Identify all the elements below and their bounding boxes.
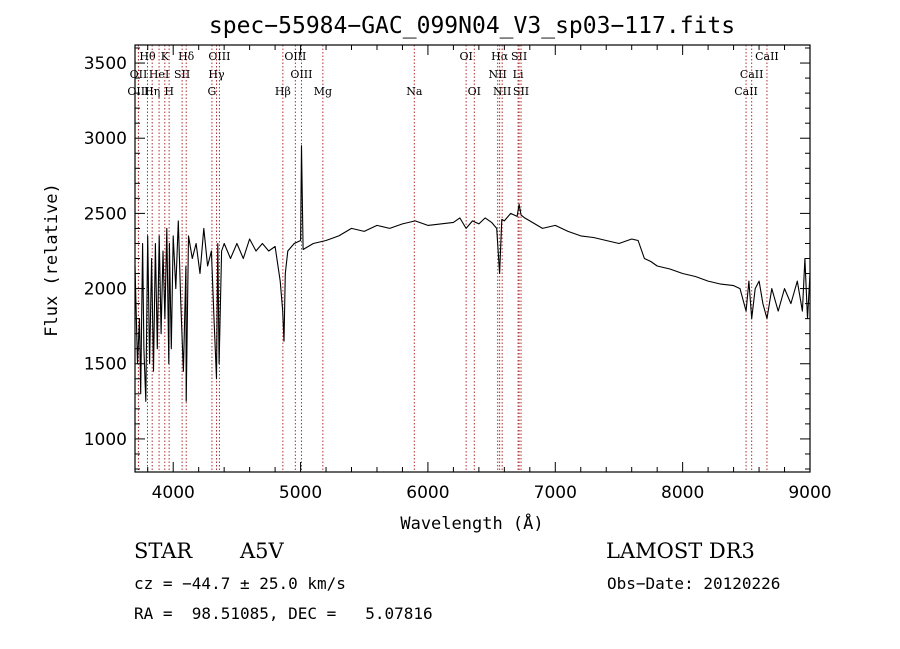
y-tick-label-1000: 1000 [84,430,127,450]
line-label-3: OIII [208,50,230,63]
line-label-13: OIII [290,68,312,81]
line-label-7: SII [511,50,527,63]
line-label-27: CaII [734,85,758,98]
observation-date: Obs−Date: 20120226 [607,574,781,593]
y-tick-label-3000: 3000 [84,129,127,149]
line-label-25: NII [493,85,511,98]
flux-series-line [134,145,811,402]
x-tick-label-5000: 5000 [279,483,322,503]
y-tick-label-2500: 2500 [84,204,127,224]
redshift-velocity: cz = −44.7 ± 25.0 km/s [134,574,346,593]
x-tick-label-7000: 7000 [534,483,577,503]
y-axis-label: Flux (relative) [42,183,62,337]
x-tick-label-9000: 9000 [788,483,831,503]
line-label-4: OIII [284,50,306,63]
object-subclass: A5V [240,539,284,563]
chart-title: spec−55984−GAC_099N04_V3_sp03−117.fits [209,13,735,39]
line-label-1: K [161,50,170,63]
y-tick-label-3500: 3500 [84,54,127,74]
line-label-20: G [208,85,217,98]
line-label-24: OI [468,85,481,98]
x-tick-label-4000: 4000 [152,483,195,503]
line-label-16: CaII [740,68,764,81]
y-tick-label-1500: 1500 [84,355,127,375]
line-label-21: Hβ [275,85,291,98]
x-tick-label-8000: 8000 [661,483,704,503]
y-tick-label-2000: 2000 [84,280,127,300]
line-label-26: SII [513,85,529,98]
survey-name: LAMOST DR3 [606,539,755,563]
line-label-14: NII [489,68,507,81]
line-label-17: OIII [127,85,149,98]
x-tick-label-6000: 6000 [406,483,449,503]
line-label-23: Na [406,85,423,98]
line-label-22: Mg [314,85,332,98]
object-class: STAR [134,539,193,563]
x-axis-label: Wavelength (Å) [400,512,543,534]
line-label-12: Hγ [208,68,225,81]
line-label-6: Hα [491,50,509,63]
line-label-11: SII [174,68,190,81]
line-label-2: Hδ [178,50,195,63]
coordinates: RA = 98.51085, DEC = 5.07816 [134,604,433,623]
plot-frame [134,44,811,473]
line-label-8: CaII [755,50,779,63]
line-label-5: OI [459,50,472,63]
line-label-15: Li [513,68,524,81]
line-label-10: HeI [149,68,169,81]
line-label-19: H [164,85,174,98]
line-label-0: Hθ [139,50,156,63]
line-label-18: Hη [144,85,160,98]
